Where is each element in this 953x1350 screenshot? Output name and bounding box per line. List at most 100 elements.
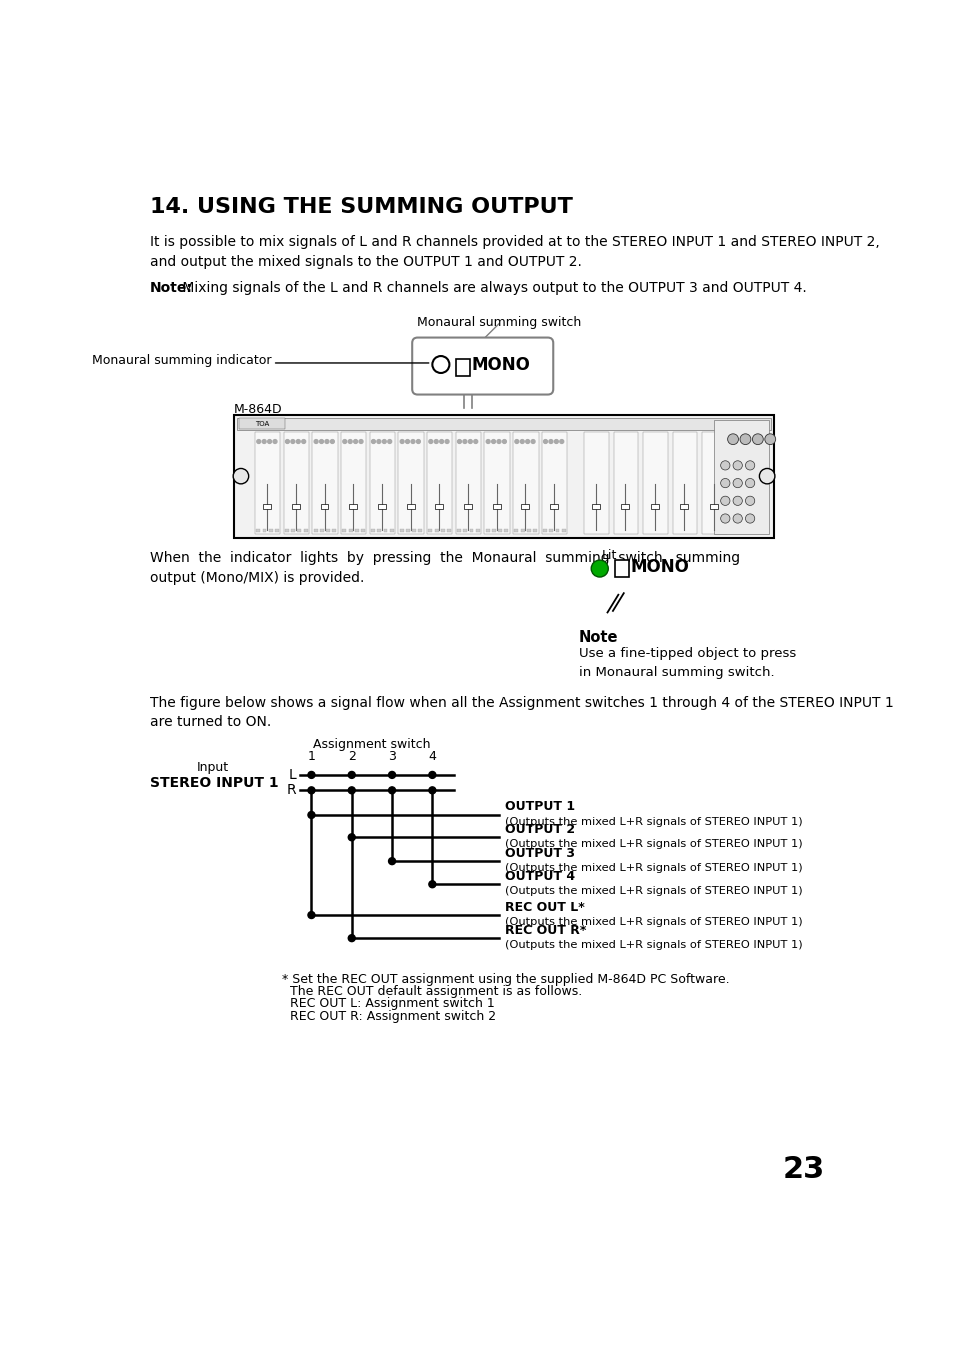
Circle shape <box>732 514 741 524</box>
Bar <box>371 528 375 532</box>
Text: M-864D: M-864D <box>233 404 282 416</box>
Text: (Outputs the mixed L+R signals of STEREO INPUT 1): (Outputs the mixed L+R signals of STEREO… <box>505 940 802 949</box>
Circle shape <box>439 440 443 443</box>
Circle shape <box>744 478 754 487</box>
Circle shape <box>371 440 375 443</box>
Bar <box>583 432 608 533</box>
Circle shape <box>296 440 300 443</box>
Circle shape <box>744 497 754 505</box>
Text: 23: 23 <box>781 1154 823 1184</box>
Circle shape <box>308 787 314 794</box>
Text: 14. USING THE SUMMING OUTPUT: 14. USING THE SUMMING OUTPUT <box>150 197 573 216</box>
Circle shape <box>432 356 449 373</box>
Circle shape <box>720 460 729 470</box>
Circle shape <box>515 440 518 443</box>
Bar <box>492 528 496 532</box>
Bar <box>709 504 717 509</box>
Circle shape <box>405 440 409 443</box>
Text: (Outputs the mixed L+R signals of STEREO INPUT 1): (Outputs the mixed L+R signals of STEREO… <box>505 886 802 896</box>
Circle shape <box>348 934 355 942</box>
Bar <box>541 432 567 533</box>
Text: Monaural summing indicator: Monaural summing indicator <box>91 354 271 367</box>
Circle shape <box>319 440 323 443</box>
Bar <box>592 504 599 509</box>
Bar <box>383 528 387 532</box>
Circle shape <box>358 440 362 443</box>
Bar <box>256 528 260 532</box>
Circle shape <box>429 880 436 888</box>
FancyBboxPatch shape <box>456 359 470 377</box>
Circle shape <box>720 478 729 487</box>
Circle shape <box>273 440 276 443</box>
Bar <box>283 432 309 533</box>
Circle shape <box>388 771 395 779</box>
Circle shape <box>740 433 750 444</box>
Bar <box>520 528 524 532</box>
Circle shape <box>497 440 500 443</box>
Bar <box>476 528 479 532</box>
Circle shape <box>411 440 415 443</box>
Bar <box>672 432 697 533</box>
Circle shape <box>759 468 774 483</box>
Circle shape <box>559 440 563 443</box>
Bar <box>303 528 307 532</box>
Bar <box>469 528 473 532</box>
Bar <box>456 432 480 533</box>
Text: Monaural summing switch: Monaural summing switch <box>416 316 580 329</box>
Circle shape <box>399 440 404 443</box>
Text: Lit: Lit <box>600 548 616 562</box>
Circle shape <box>308 911 314 918</box>
Text: L: L <box>288 768 295 782</box>
Bar <box>526 528 530 532</box>
Circle shape <box>525 440 529 443</box>
Bar <box>285 528 289 532</box>
Text: OUTPUT 4: OUTPUT 4 <box>505 869 575 883</box>
Circle shape <box>457 440 461 443</box>
Bar <box>342 528 346 532</box>
Circle shape <box>732 478 741 487</box>
Bar <box>701 432 726 533</box>
Text: Input: Input <box>196 761 229 775</box>
Bar <box>236 417 770 429</box>
Bar <box>440 528 444 532</box>
Bar <box>397 432 423 533</box>
Bar <box>297 528 301 532</box>
Bar <box>292 504 299 509</box>
Text: (Outputs the mixed L+R signals of STEREO INPUT 1): (Outputs the mixed L+R signals of STEREO… <box>505 838 802 849</box>
Bar <box>514 528 517 532</box>
FancyBboxPatch shape <box>615 560 629 576</box>
Circle shape <box>348 834 355 841</box>
Bar <box>679 504 687 509</box>
Bar <box>463 528 467 532</box>
Circle shape <box>387 440 392 443</box>
Text: 3: 3 <box>388 751 395 763</box>
Bar <box>269 528 273 532</box>
Bar <box>340 432 366 533</box>
Circle shape <box>376 440 380 443</box>
Circle shape <box>429 771 436 779</box>
Bar <box>274 528 278 532</box>
Text: REC OUT L*: REC OUT L* <box>505 900 584 914</box>
Bar <box>349 504 356 509</box>
Circle shape <box>502 440 506 443</box>
Circle shape <box>554 440 558 443</box>
Circle shape <box>262 440 266 443</box>
Circle shape <box>342 440 346 443</box>
Bar <box>464 504 472 509</box>
Text: 4: 4 <box>428 751 436 763</box>
Text: Assignment switch: Assignment switch <box>313 738 430 751</box>
Bar <box>620 504 629 509</box>
Bar <box>456 528 460 532</box>
Bar <box>406 504 415 509</box>
FancyBboxPatch shape <box>412 338 553 394</box>
Circle shape <box>744 460 754 470</box>
Circle shape <box>348 771 355 779</box>
Bar <box>497 528 501 532</box>
Bar <box>291 528 294 532</box>
Bar <box>418 528 422 532</box>
Bar <box>263 504 271 509</box>
Bar <box>377 528 381 532</box>
Bar <box>561 528 565 532</box>
Text: MONO: MONO <box>630 558 689 576</box>
Circle shape <box>382 440 386 443</box>
